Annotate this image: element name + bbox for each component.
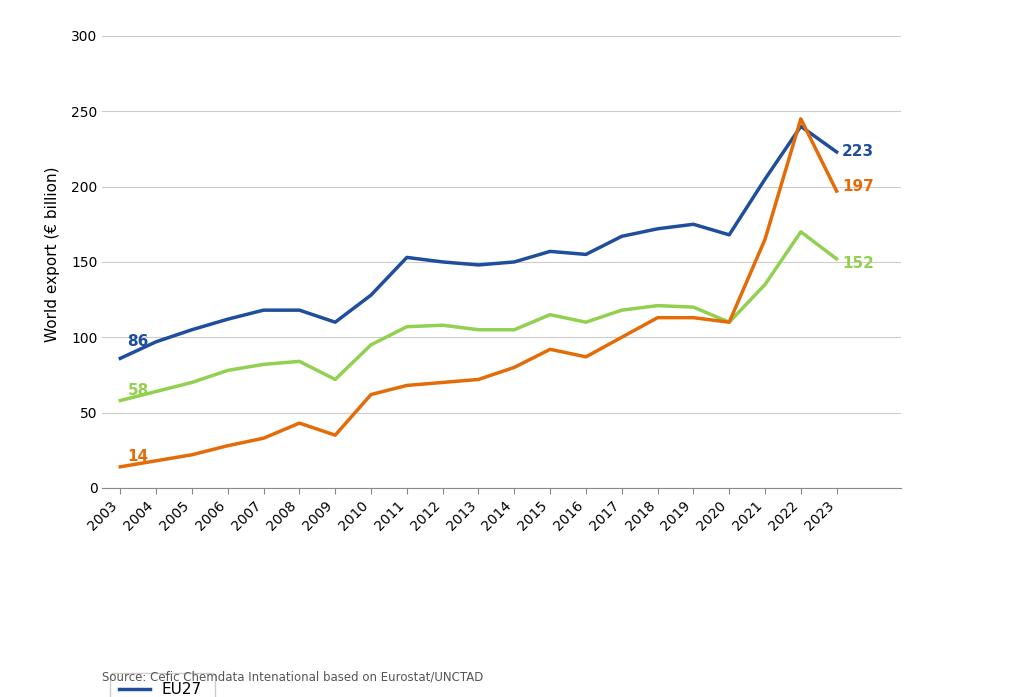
Legend: EU27, USA, China: EU27, USA, China xyxy=(110,673,215,697)
Y-axis label: World export (€ billion): World export (€ billion) xyxy=(45,167,60,342)
Text: 86: 86 xyxy=(127,335,148,349)
Text: 197: 197 xyxy=(842,179,873,194)
Text: 223: 223 xyxy=(842,144,874,160)
Text: 58: 58 xyxy=(127,383,148,397)
Text: 14: 14 xyxy=(127,449,148,464)
Text: 152: 152 xyxy=(842,256,873,271)
Text: Source: Cefic Chemdata Intenational based on Eurostat/UNCTAD: Source: Cefic Chemdata Intenational base… xyxy=(102,670,483,683)
